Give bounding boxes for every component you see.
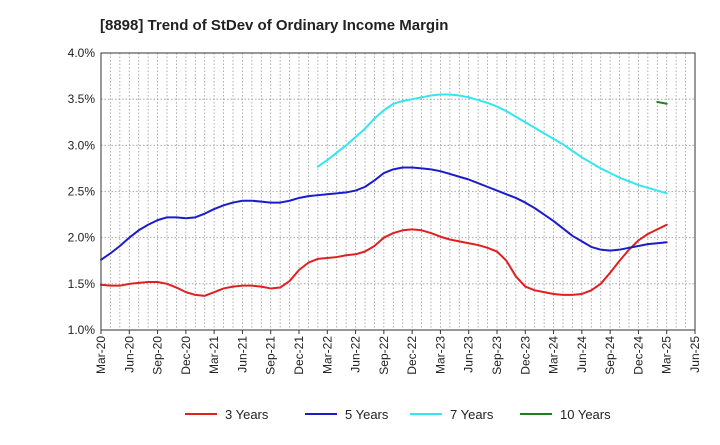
y-tick-label: 2.5% [68, 185, 96, 199]
y-tick-label: 1.5% [68, 277, 96, 291]
x-tick-label: Dec-23 [518, 336, 532, 375]
series-lines [100, 93, 668, 297]
series-line-5-years [100, 166, 668, 261]
x-tick-label: Dec-24 [631, 336, 645, 375]
y-tick-label: 1.0% [68, 323, 96, 337]
legend-label-7-years: 7 Years [450, 407, 494, 422]
legend-label-3-years: 3 Years [225, 407, 269, 422]
grid [100, 52, 696, 331]
x-tick-label: Mar-25 [660, 336, 674, 374]
x-tick-label: Jun-25 [688, 336, 702, 373]
legend: 3 Years 5 Years 7 Years 10 Years [185, 407, 611, 422]
legend-label-5-years: 5 Years [345, 407, 389, 422]
legend-label-10-years: 10 Years [560, 407, 611, 422]
x-tick-label: Mar-23 [433, 336, 447, 374]
x-tick-label: Jun-24 [575, 336, 589, 373]
series-line-7-years [316, 93, 668, 195]
plot-frame [100, 52, 696, 331]
series-line-3-years [100, 223, 668, 297]
axes: 1.0% 1.5% 2.0% 2.5% 3.0% 3.5% 4.0% Mar-20 Jun-20… [68, 46, 702, 375]
x-tick-label: Mar-20 [94, 336, 108, 374]
x-tick-label: Jun-21 [235, 336, 249, 373]
x-tick-label: Jun-23 [462, 336, 476, 373]
series-line-10-years [656, 100, 668, 105]
x-tick-label: Sep-22 [377, 336, 391, 375]
x-tick-label: Dec-20 [179, 336, 193, 375]
x-tick-label: Mar-22 [320, 336, 334, 374]
x-tick-label: Sep-23 [490, 336, 504, 375]
x-tick-label: Sep-24 [603, 336, 617, 375]
x-tick-label: Mar-21 [207, 336, 221, 374]
x-tick-label: Jun-20 [122, 336, 136, 373]
x-tick-label: Sep-20 [151, 336, 165, 375]
y-tick-label: 2.0% [68, 231, 96, 245]
x-tick-label: Dec-22 [405, 336, 419, 375]
x-tick-label: Dec-21 [292, 336, 306, 375]
y-tick-label: 3.0% [68, 138, 96, 152]
y-tick-label: 3.5% [68, 92, 96, 106]
chart-title: [8898] Trend of StDev of Ordinary Income… [100, 17, 448, 34]
x-tick-label: Mar-24 [547, 336, 561, 374]
x-tick-label: Sep-21 [264, 336, 278, 375]
x-tick-label: Jun-22 [349, 336, 363, 373]
y-tick-label: 4.0% [68, 46, 96, 60]
